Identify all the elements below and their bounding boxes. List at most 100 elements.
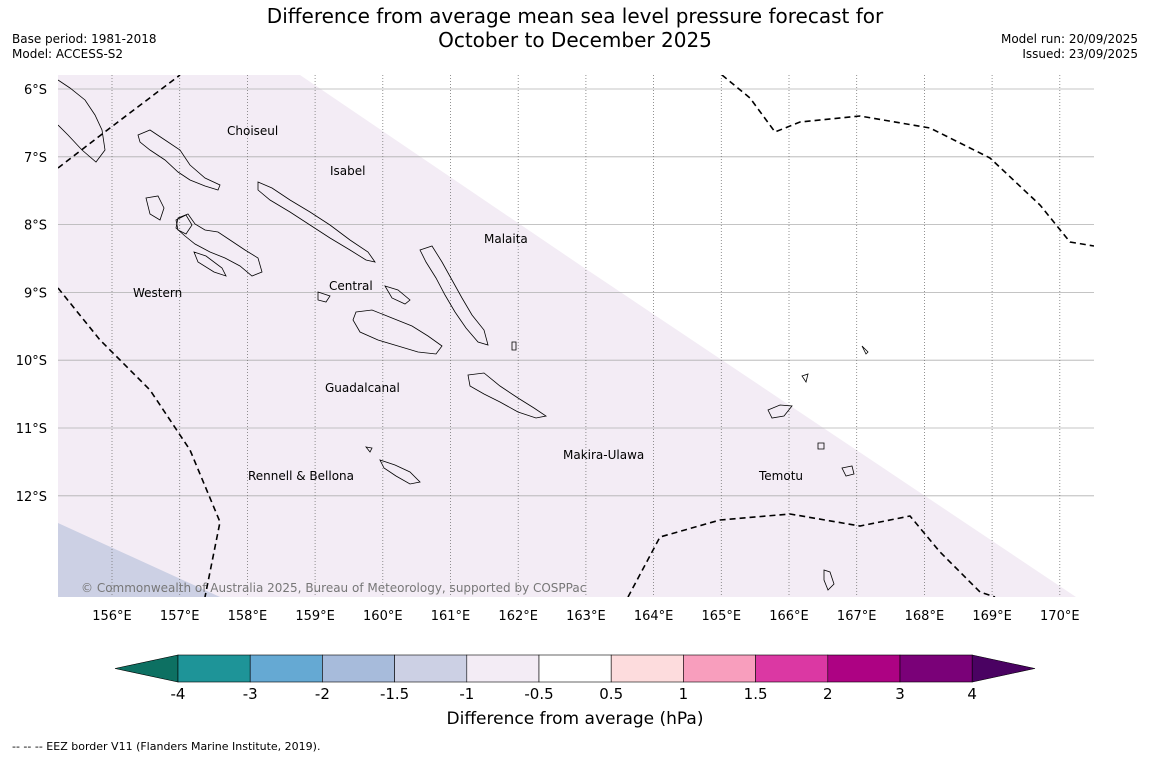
colorbar-tick-label: -1 [459, 685, 474, 703]
place-label-makira-ulawa: Makira-Ulawa [563, 448, 644, 462]
lat-label: 9°S [24, 286, 47, 301]
island-vanikoro [841, 465, 855, 477]
island-santa-cruz [767, 404, 793, 419]
base-period: Base period: 1981-2018 [12, 32, 157, 46]
island-florida [384, 285, 411, 305]
colorbar-tick-label: 1.5 [744, 685, 768, 703]
place-label-temotu: Temotu [758, 469, 803, 483]
island-reef-islands [801, 373, 809, 383]
colorbar: -4 -3 -2 -1.5 -1 -0.5 0.5 1 1.5 2 3 4 [114, 654, 1036, 703]
place-label-rennell-bellona: Rennell & Bellona [248, 469, 354, 483]
island-guadalcanal [352, 309, 443, 355]
lat-label: 8°S [24, 219, 47, 234]
copyright-notice: © Commonwealth of Australia 2025, Bureau… [81, 581, 586, 595]
place-label-malaita: Malaita [484, 232, 528, 246]
island-isabel [257, 181, 376, 263]
eez-border-south-east [627, 513, 996, 597]
map-title: Difference from average mean sea level p… [0, 4, 1150, 52]
island-vella-lavella [145, 195, 165, 221]
colorbar-tick-label: -0.5 [524, 685, 553, 703]
eez-border-north-west [58, 75, 181, 169]
graticule [58, 75, 1094, 597]
eez-borders [58, 75, 1094, 597]
colorbar-tick-label: 1 [679, 685, 689, 703]
colorbar-segment [610, 654, 684, 683]
colorbar-segment [322, 654, 395, 683]
island-anuta [823, 569, 835, 591]
eez-border-west [58, 287, 221, 597]
lat-label: 6°S [24, 83, 47, 98]
lon-label: 163°E [566, 609, 606, 624]
colorbar-tick-label: 2 [823, 685, 833, 703]
island-bellona [365, 446, 373, 453]
colorbar-segment [249, 654, 323, 683]
island-rendova [193, 251, 227, 277]
colorbar-tick-label: -2 [315, 685, 330, 703]
anomaly-region-minus-1-5 [58, 523, 220, 597]
lon-label: 169°E [972, 609, 1012, 624]
lat-label: 10°S [16, 354, 47, 369]
island-bougainville [58, 79, 106, 163]
island-tikopia [817, 442, 825, 450]
colorbar-ticks: -4 -3 -2 -1.5 -1 -0.5 0.5 1 1.5 2 3 4 [171, 685, 977, 703]
lon-label: 162°E [498, 609, 538, 624]
island-russell [317, 291, 331, 303]
latitude-labels: 6°S 7°S 8°S 9°S 10°S 11°S 12°S [16, 83, 47, 505]
place-labels: Choiseul Isabel Malaita Western Central … [133, 124, 803, 483]
lon-label: 164°E [634, 609, 674, 624]
colorbar-segment [538, 654, 612, 683]
colorbar-segments [114, 654, 1036, 683]
lon-label: 157°E [160, 609, 200, 624]
lat-label: 11°S [16, 422, 47, 437]
colorbar-segment [755, 654, 829, 683]
colorbar-tick-label: -1.5 [380, 685, 409, 703]
lon-label: 160°E [363, 609, 403, 624]
meta-right: Model run: 20/09/2025 Issued: 23/09/2025 [1001, 32, 1138, 62]
title-line-1: Difference from average mean sea level p… [266, 4, 884, 28]
island-new-georgia [175, 213, 263, 277]
colorbar-tick-label: -4 [171, 685, 186, 703]
island-duff [861, 345, 869, 355]
island-ulawa [511, 341, 517, 351]
meta-left: Base period: 1981-2018 Model: ACCESS-S2 [12, 32, 157, 62]
place-label-choiseul: Choiseul [227, 124, 278, 138]
eez-footnote: -- -- -- EEZ border V11 (Flanders Marine… [12, 740, 321, 753]
lat-label: 12°S [16, 490, 47, 505]
colorbar-segment [466, 654, 540, 683]
colorbar-tick-label: 3 [895, 685, 905, 703]
lon-label: 167°E [837, 609, 877, 624]
colorbar-segment [899, 654, 973, 683]
colorbar-tick-label: 4 [967, 685, 977, 703]
island-malaita [419, 245, 489, 346]
lon-label: 170°E [1040, 609, 1080, 624]
colorbar-segment [683, 654, 756, 683]
lon-label: 165°E [702, 609, 742, 624]
colorbar-label: Difference from average (hPa) [446, 709, 704, 729]
place-label-central: Central [329, 279, 373, 293]
lon-label: 161°E [431, 609, 471, 624]
lon-label: 158°E [228, 609, 268, 624]
lon-label: 159°E [295, 609, 335, 624]
place-label-guadalcanal: Guadalcanal [325, 381, 400, 395]
lat-label: 7°S [24, 151, 47, 166]
model-name: Model: ACCESS-S2 [12, 47, 124, 61]
place-label-isabel: Isabel [330, 164, 365, 178]
colorbar-segment [177, 654, 251, 683]
lon-label: 168°E [905, 609, 945, 624]
lon-label: 166°E [769, 609, 809, 624]
eez-border-north-east [721, 75, 1094, 247]
title-line-2: October to December 2025 [438, 28, 712, 52]
colorbar-extend-high [971, 654, 1036, 683]
model-run: Model run: 20/09/2025 [1000, 32, 1138, 46]
place-label-western: Western [133, 286, 182, 300]
map-area [58, 75, 1094, 597]
lon-label: 156°E [92, 609, 132, 624]
coastlines [58, 79, 869, 591]
island-choiseul [137, 129, 221, 191]
anomaly-region-minus-1 [58, 75, 1076, 597]
colorbar-segment [827, 654, 901, 683]
island-rennell [379, 459, 421, 485]
colorbar-tick-label: 0.5 [599, 685, 623, 703]
colorbar-segment [394, 654, 468, 683]
